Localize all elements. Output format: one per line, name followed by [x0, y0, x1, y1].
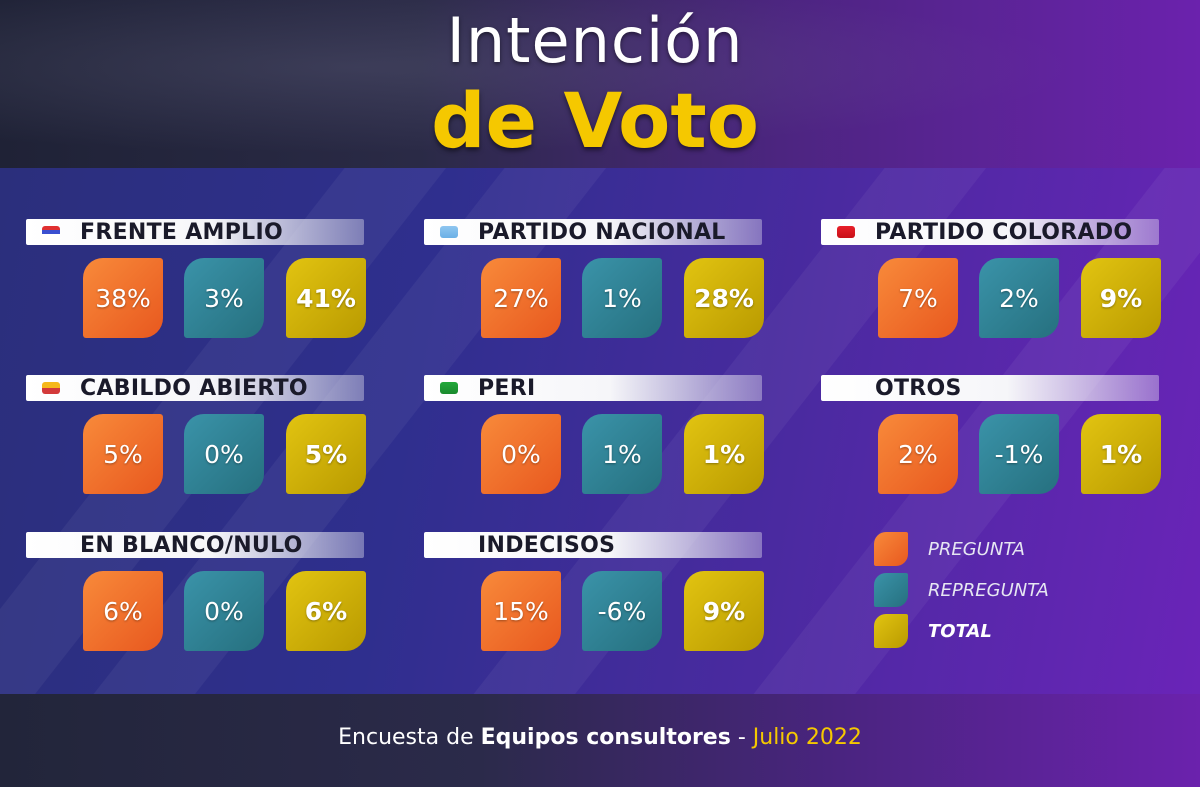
value-repregunta-indecisos: -6%	[582, 571, 662, 651]
party-label-bar: PARTIDO COLORADO	[821, 219, 1159, 245]
partido-colorado-flag-icon	[837, 226, 855, 238]
value-pregunta-cabildo-abierto: 5%	[83, 414, 163, 494]
party-name: FRENTE AMPLIO	[80, 220, 283, 245]
party-name: PARTIDO COLORADO	[875, 220, 1133, 245]
party-name: PARTIDO NACIONAL	[478, 220, 726, 245]
value-repregunta-partido-nacional: 1%	[582, 258, 662, 338]
value-total-en-blanco-nulo: 6%	[286, 571, 366, 651]
party-label-bar: EN BLANCO/NULO	[26, 532, 364, 558]
footer-credit: Encuesta de Equipos consultores - Julio …	[0, 725, 1200, 750]
value-total-partido-colorado: 9%	[1081, 258, 1161, 338]
value-repregunta-peri: 1%	[582, 414, 662, 494]
legend-swatch-pregunta	[874, 532, 908, 566]
legend-label-pregunta: PREGUNTA	[928, 539, 1025, 560]
party-label-bar: FRENTE AMPLIO	[26, 219, 364, 245]
value-repregunta-cabildo-abierto: 0%	[184, 414, 264, 494]
party-label-bar: PERI	[424, 375, 762, 401]
frente-amplio-flag-icon	[42, 226, 60, 238]
value-pregunta-indecisos: 15%	[481, 571, 561, 651]
legend-swatch-repregunta	[874, 573, 908, 607]
peri-flag-icon	[440, 382, 458, 394]
value-pregunta-partido-colorado: 7%	[878, 258, 958, 338]
footer-date: Julio 2022	[752, 725, 862, 750]
value-pregunta-peri: 0%	[481, 414, 561, 494]
party-name: CABILDO ABIERTO	[80, 376, 308, 401]
party-label-bar: INDECISOS	[424, 532, 762, 558]
value-repregunta-partido-colorado: 2%	[979, 258, 1059, 338]
value-repregunta-en-blanco-nulo: 0%	[184, 571, 264, 651]
value-total-otros: 1%	[1081, 414, 1161, 494]
partido-nacional-flag-icon	[440, 226, 458, 238]
value-total-peri: 1%	[684, 414, 764, 494]
footer-separator: -	[730, 725, 753, 750]
value-total-frente-amplio: 41%	[286, 258, 366, 338]
party-name: INDECISOS	[478, 533, 616, 558]
footer-band	[0, 694, 1200, 787]
value-pregunta-partido-nacional: 27%	[481, 258, 561, 338]
party-name: OTROS	[875, 376, 962, 401]
party-label-bar: CABILDO ABIERTO	[26, 375, 364, 401]
party-card-frente-amplio: FRENTE AMPLIO 38% 3% 41%	[26, 219, 366, 399]
legend-swatch-total	[874, 614, 908, 648]
legend-label-repregunta: REPREGUNTA	[928, 580, 1049, 601]
value-total-cabildo-abierto: 5%	[286, 414, 366, 494]
party-card-otros: OTROS 2% -1% 1%	[821, 375, 1161, 555]
header-band	[0, 0, 1200, 168]
party-label-bar: OTROS	[821, 375, 1159, 401]
value-repregunta-otros: -1%	[979, 414, 1059, 494]
party-card-en-blanco-nulo: EN BLANCO/NULO 6% 0% 6%	[26, 532, 366, 712]
cabildo-abierto-flag-icon	[42, 382, 60, 394]
footer-source: Equipos consultores	[480, 725, 731, 750]
title-line-1: Intención	[446, 4, 744, 77]
party-card-peri: PERI 0% 1% 1%	[424, 375, 764, 555]
value-repregunta-frente-amplio: 3%	[184, 258, 264, 338]
value-pregunta-frente-amplio: 38%	[83, 258, 163, 338]
party-name: EN BLANCO/NULO	[80, 533, 303, 558]
party-label-bar: PARTIDO NACIONAL	[424, 219, 762, 245]
party-name: PERI	[478, 376, 536, 401]
title-line-2: de Voto	[431, 76, 759, 165]
value-pregunta-en-blanco-nulo: 6%	[83, 571, 163, 651]
value-total-partido-nacional: 28%	[684, 258, 764, 338]
value-total-indecisos: 9%	[684, 571, 764, 651]
party-card-partido-nacional: PARTIDO NACIONAL 27% 1% 28%	[424, 219, 764, 399]
value-pregunta-otros: 2%	[878, 414, 958, 494]
party-card-cabildo-abierto: CABILDO ABIERTO 5% 0% 5%	[26, 375, 366, 555]
party-card-partido-colorado: PARTIDO COLORADO 7% 2% 9%	[821, 219, 1161, 399]
party-card-indecisos: INDECISOS 15% -6% 9%	[424, 532, 764, 712]
footer-prefix: Encuesta de	[338, 725, 481, 750]
legend-label-total: TOTAL	[928, 621, 992, 642]
